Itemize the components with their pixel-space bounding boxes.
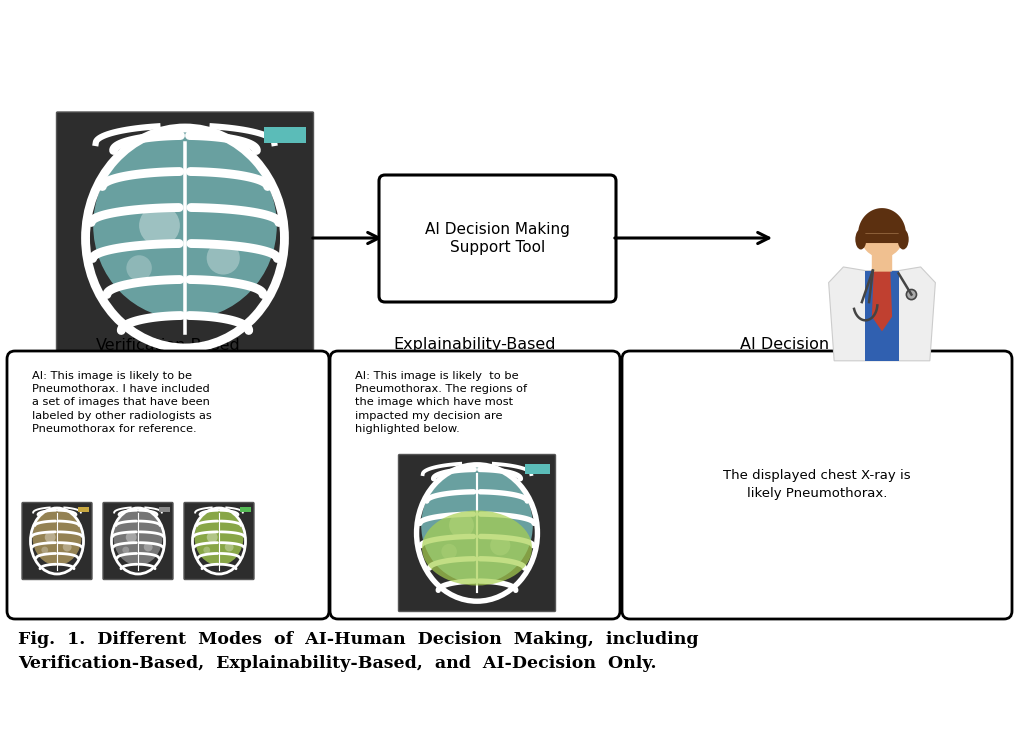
Polygon shape	[858, 208, 906, 243]
Polygon shape	[828, 267, 935, 361]
Ellipse shape	[421, 467, 532, 584]
Circle shape	[204, 547, 210, 553]
Bar	[78, 508, 89, 512]
Ellipse shape	[422, 511, 532, 586]
Text: AI: This image is likely to be
Pneumothorax. I have included
a set of images tha: AI: This image is likely to be Pneumotho…	[32, 371, 212, 434]
Circle shape	[207, 532, 218, 543]
Ellipse shape	[195, 509, 244, 566]
FancyBboxPatch shape	[184, 502, 254, 580]
Text: AI: This image is likely  to be
Pneumothorax. The regions of
the image which hav: AI: This image is likely to be Pneumotho…	[355, 371, 527, 434]
Ellipse shape	[898, 229, 908, 249]
Circle shape	[450, 513, 474, 538]
Ellipse shape	[114, 509, 163, 566]
Text: Fig.  1.  Different  Modes  of  AI-Human  Decision  Making,  including
Verificat: Fig. 1. Different Modes of AI-Human Deci…	[18, 631, 698, 672]
Text: AI Decision Making
Support Tool: AI Decision Making Support Tool	[425, 222, 570, 255]
Circle shape	[490, 535, 510, 556]
Bar	[240, 508, 251, 512]
Text: Explainability-Based: Explainability-Based	[394, 337, 556, 352]
Polygon shape	[865, 270, 899, 361]
Circle shape	[225, 543, 233, 551]
FancyBboxPatch shape	[398, 455, 555, 611]
Text: Verification-Based: Verification-Based	[95, 337, 241, 352]
Ellipse shape	[855, 229, 866, 249]
Bar	[524, 464, 550, 474]
Circle shape	[441, 544, 457, 559]
Ellipse shape	[860, 210, 904, 258]
Circle shape	[207, 242, 240, 275]
FancyBboxPatch shape	[330, 351, 620, 619]
Text: The displayed chest X-ray is
likely Pneumothorax.: The displayed chest X-ray is likely Pneu…	[723, 470, 910, 501]
FancyBboxPatch shape	[22, 502, 92, 580]
Circle shape	[41, 547, 48, 553]
Circle shape	[139, 205, 180, 246]
Circle shape	[126, 255, 152, 281]
Bar	[264, 127, 305, 143]
Ellipse shape	[93, 132, 276, 319]
Circle shape	[143, 543, 153, 551]
Bar	[159, 508, 170, 512]
Circle shape	[126, 532, 136, 543]
Ellipse shape	[33, 509, 82, 566]
Text: AI Decision Only: AI Decision Only	[739, 337, 870, 352]
FancyBboxPatch shape	[7, 351, 329, 619]
FancyBboxPatch shape	[103, 502, 173, 580]
Polygon shape	[871, 270, 892, 331]
FancyBboxPatch shape	[379, 175, 616, 302]
Circle shape	[906, 289, 916, 300]
FancyBboxPatch shape	[622, 351, 1012, 619]
FancyBboxPatch shape	[56, 112, 313, 364]
FancyBboxPatch shape	[871, 249, 892, 272]
Circle shape	[122, 547, 129, 553]
Circle shape	[45, 532, 55, 543]
Circle shape	[62, 543, 72, 551]
